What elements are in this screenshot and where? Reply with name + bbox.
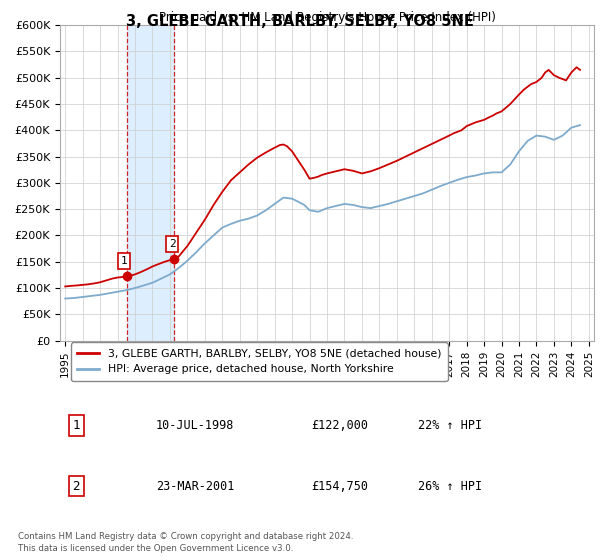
Text: 1: 1 — [72, 419, 80, 432]
Text: 2: 2 — [72, 479, 80, 493]
Text: 2: 2 — [169, 239, 176, 249]
Text: 1: 1 — [121, 256, 128, 266]
Text: 23-MAR-2001: 23-MAR-2001 — [156, 479, 235, 493]
Text: Contains HM Land Registry data © Crown copyright and database right 2024.
This d: Contains HM Land Registry data © Crown c… — [18, 532, 353, 553]
Text: £154,750: £154,750 — [311, 479, 368, 493]
Legend: 3, GLEBE GARTH, BARLBY, SELBY, YO8 5NE (detached house), HPI: Average price, det: 3, GLEBE GARTH, BARLBY, SELBY, YO8 5NE (… — [71, 343, 448, 381]
Text: 22% ↑ HPI: 22% ↑ HPI — [418, 419, 482, 432]
Text: £122,000: £122,000 — [311, 419, 368, 432]
Bar — [127, 25, 174, 340]
Text: 10-JUL-1998: 10-JUL-1998 — [156, 419, 235, 432]
Text: 26% ↑ HPI: 26% ↑ HPI — [418, 479, 482, 493]
Text: 3, GLEBE GARTH, BARLBY, SELBY, YO8 5NE: 3, GLEBE GARTH, BARLBY, SELBY, YO8 5NE — [126, 14, 474, 29]
Title: Price paid vs. HM Land Registry's House Price Index (HPI): Price paid vs. HM Land Registry's House … — [158, 11, 496, 24]
